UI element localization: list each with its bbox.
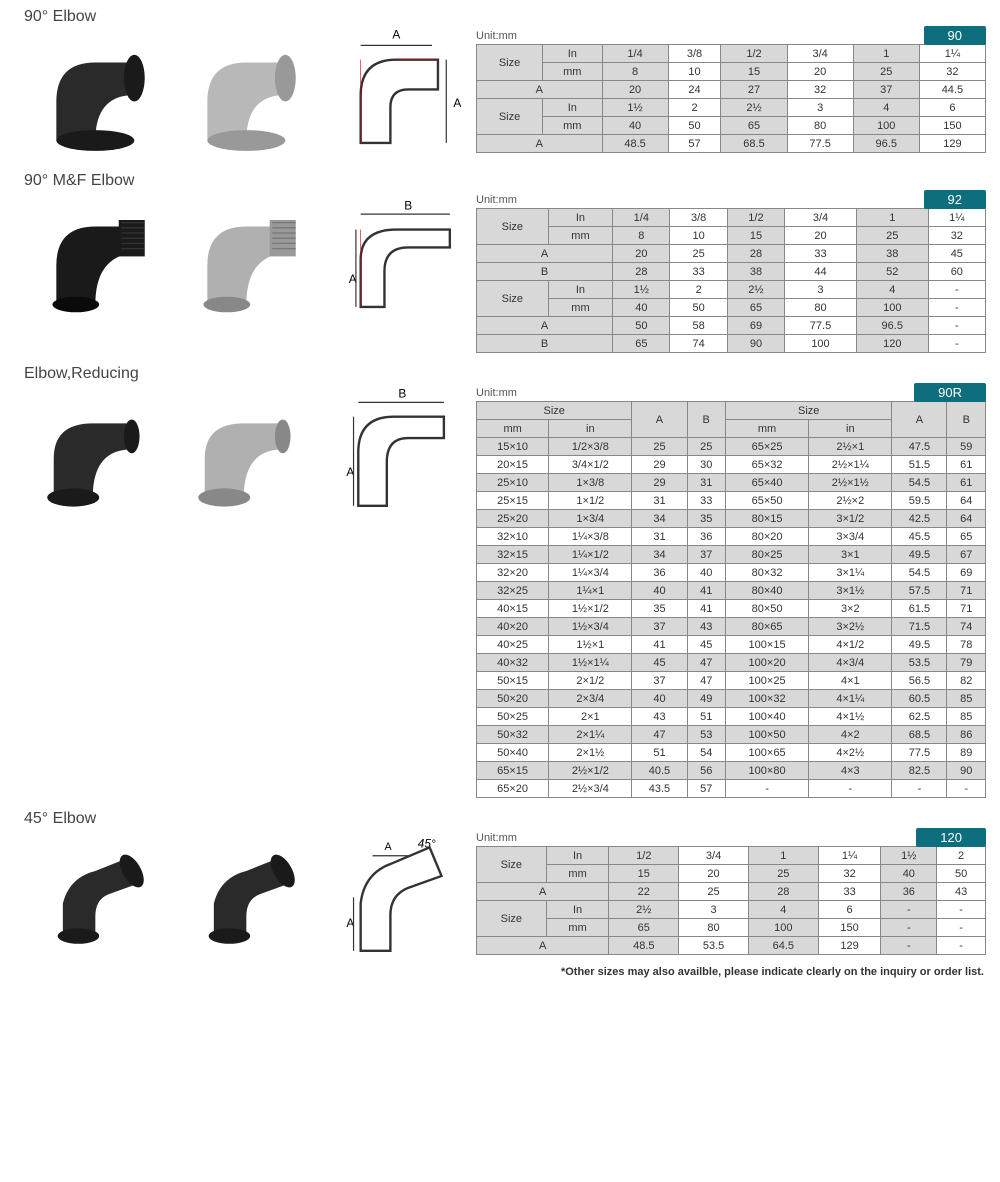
product-photo-black [24,387,167,517]
technical-diagram: 45°AA [325,832,468,962]
spec-table-90: SizeIn1/43/81/23/411¼mm81015202532A20242… [476,44,986,153]
part-badge: 92 [924,190,986,209]
part-badge: 120 [916,828,986,847]
technical-diagram: BA [325,387,468,517]
product-photo-silver [175,194,318,324]
technical-diagram: BA [325,194,468,324]
product-images: BA [24,387,468,517]
svg-text:B: B [405,198,413,212]
spec-table-90r: SizeABSizeABmminmmin15×101/2×3/8252565×2… [476,401,986,798]
section-90-mf-elbow: 90° M&F Elbow BA 92 Unit:mm SizeIn1/43/8… [8,172,992,353]
svg-text:A: A [393,27,401,41]
svg-text:A: A [385,840,393,852]
product-photo-silver [175,30,318,160]
svg-text:B: B [399,386,407,400]
unit-label: Unit:mm [476,194,986,206]
part-badge: 90R [914,383,986,402]
section-elbow-reducing: Elbow,Reducing BA 90R Unit:mm SizeABSize… [8,365,992,798]
svg-text:A: A [454,96,462,110]
title: 45° Elbow [8,810,992,828]
title: Elbow,Reducing [8,365,992,383]
spec-table-92: SizeIn1/43/81/23/411¼mm81015202532A20252… [476,208,986,353]
product-images: BA [8,194,468,353]
section-90-elbow: 90° Elbow AA 90 Unit:mm SizeIn1/43/81/23… [8,8,992,160]
section-45-elbow: 45° Elbow 45°AA 120 Unit:mm SizeIn1/23/4… [8,810,992,978]
footnote: *Other sizes may also availble, please i… [8,966,992,978]
product-images: 45°AA [8,832,468,962]
product-photo-black-2 [175,832,318,962]
title: 90° Elbow [8,8,992,26]
part-badge: 90 [924,26,986,45]
unit-label: Unit:mm [476,30,986,42]
product-photo-silver [175,387,318,517]
product-photo-black [24,832,167,962]
spec-table-120: SizeIn1/23/411¼1½2mm152025324050A2225283… [476,846,986,955]
unit-label: Unit:mm [476,387,986,399]
product-photo-black [24,30,167,160]
title: 90° M&F Elbow [8,172,992,190]
technical-diagram: AA [325,30,468,160]
unit-label: Unit:mm [476,832,986,844]
product-images: AA [8,30,468,160]
product-photo-black [24,194,167,324]
